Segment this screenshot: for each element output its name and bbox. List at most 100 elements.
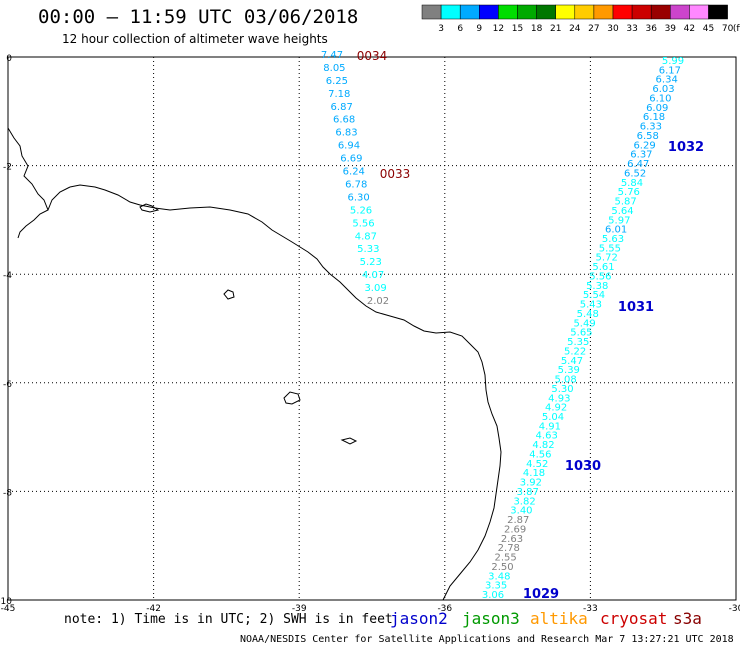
wave-height-label: 6.24 — [343, 167, 365, 178]
wave-height-label: 5.30 — [551, 384, 573, 395]
wave-height-label: 6.25 — [326, 76, 348, 87]
wave-height-label: 4.07 — [362, 270, 384, 281]
legend-swatch — [593, 4, 614, 20]
wave-height-label: 6.33 — [640, 122, 662, 133]
coastline — [69, 184, 502, 601]
legend-label: 45 — [703, 24, 714, 34]
wave-height-label: 5.55 — [599, 243, 621, 254]
wave-height-label: 4.91 — [539, 421, 561, 432]
wave-height-label: 3.06 — [482, 590, 504, 601]
wave-height-label: 5.22 — [564, 346, 586, 357]
island — [340, 437, 358, 445]
legend-label: 6 — [457, 24, 463, 34]
lon-tick-label: -30 — [729, 604, 740, 614]
wave-height-label: 6.03 — [652, 84, 674, 95]
legend-swatch — [631, 4, 652, 20]
wave-height-label: 4.18 — [523, 468, 545, 479]
island — [283, 391, 301, 405]
wave-height-label: 6.94 — [338, 141, 360, 152]
wave-height-label: 2.50 — [491, 562, 513, 573]
wave-height-label: 6.29 — [633, 140, 655, 151]
legend-label: 3 — [438, 24, 444, 34]
wave-height-label: 2.69 — [504, 524, 526, 535]
wave-height-label: 6.58 — [637, 131, 659, 142]
wave-height-label: 3.09 — [364, 283, 386, 294]
lat-tick-label: -4 — [3, 271, 12, 281]
map-frame — [7, 56, 737, 601]
wave-height-label: 3.35 — [485, 581, 507, 592]
wave-height-label: 6.83 — [335, 128, 357, 139]
legend-label: 21 — [550, 24, 561, 34]
wave-height-label: 4.82 — [532, 440, 554, 451]
lat-tick-label: -6 — [3, 380, 12, 390]
wave-height-label: 4.87 — [355, 231, 377, 242]
legend-swatch — [650, 4, 671, 20]
wave-height-label: 6.78 — [345, 179, 367, 190]
legend-label: 36 — [645, 24, 657, 34]
wave-height-label: 3.92 — [520, 478, 542, 489]
wave-height-label: 8.05 — [323, 63, 345, 74]
legend-label: 24 — [569, 24, 581, 34]
wave-height-label: 4.52 — [526, 459, 548, 470]
track-west: 7.47 8.05 6.25 7.18 6.87 6.68 6.83 6.94 6.69 6.24… — [321, 49, 410, 307]
wave-height-label: 5.99 — [662, 56, 684, 67]
wave-height-label: 3.82 — [513, 496, 535, 507]
wave-height-label: 6.87 — [331, 102, 353, 113]
lon-tick-label: -36 — [437, 604, 452, 614]
lat-tick-label: -8 — [3, 488, 12, 498]
wave-height-label: 5.97 — [608, 215, 630, 226]
legend-swatch — [574, 4, 595, 20]
wave-height-label: 5.33 — [357, 244, 379, 255]
legend-swatch — [440, 4, 461, 20]
wave-height-label: 6.34 — [656, 75, 678, 86]
wave-height-label: 5.84 — [621, 178, 643, 189]
legend-swatch — [459, 4, 480, 20]
wave-height-label: 5.65 — [570, 328, 592, 339]
wave-height-label: 5.48 — [577, 309, 599, 320]
wave-height-label: 5.43 — [580, 300, 602, 311]
wave-height-label: 5.39 — [558, 365, 580, 376]
island — [139, 203, 160, 213]
wave-height-label: 5.08 — [554, 375, 576, 386]
wave-height-label: 5.87 — [614, 197, 636, 208]
wave-height-label: 5.64 — [611, 206, 633, 217]
wave-height-label: 5.04 — [542, 412, 564, 423]
wave-height-label: 6.30 — [347, 192, 369, 203]
wave-height-label: 6.10 — [649, 93, 671, 104]
credit-line: NOAA/NESDIS Center for Satellite Applica… — [240, 634, 734, 645]
wave-height-label: 6.68 — [333, 115, 355, 126]
wave-height-label: 4.56 — [529, 449, 551, 460]
track-east: 5.996.176.346.036.106.096.186.336.586.29… — [482, 56, 704, 602]
chart-title: 00:00 – 11:59 UTC 03/06/2018 — [38, 6, 359, 28]
satellite-altika: altika — [530, 609, 588, 628]
lat-tick-label: -10 — [0, 597, 12, 607]
wave-height-label: 3.40 — [510, 506, 532, 517]
wave-height-label: 5.23 — [360, 257, 382, 268]
legend-label: 15 — [512, 24, 523, 34]
pass-time-label: 1030 — [565, 459, 601, 474]
lon-tick-label: -45 — [1, 604, 16, 614]
legend-label: 39 — [665, 24, 677, 34]
pass-time-label: 0034 — [357, 49, 388, 63]
wave-height-label: 5.72 — [596, 253, 618, 264]
pass-time-label: 1032 — [668, 140, 704, 155]
wave-height-label: 4.93 — [548, 393, 570, 404]
wave-height-label: 6.01 — [605, 225, 627, 236]
wave-height-label: 5.56 — [589, 271, 611, 282]
lon-tick-label: -33 — [583, 604, 598, 614]
footnote: note: 1) Time is in UTC; 2) SWH is in fe… — [64, 612, 393, 627]
wave-height-label: 6.37 — [630, 150, 652, 161]
chart-subtitle: 12 hour collection of altimeter wave hei… — [62, 32, 328, 46]
legend-label: 70 — [722, 24, 734, 34]
wave-height-label: 2.55 — [494, 553, 516, 564]
satellite-s3a: s3a — [673, 609, 702, 628]
grid-lines — [8, 57, 736, 600]
wave-height-label: 2.78 — [498, 543, 520, 554]
lon-tick-label: -39 — [292, 604, 307, 614]
legend-swatch — [498, 4, 518, 20]
legend-label: 30 — [607, 24, 619, 34]
wave-height-label: 2.87 — [507, 515, 529, 526]
wave-height-label: 5.61 — [592, 262, 614, 273]
wave-height-label: 7.18 — [328, 89, 350, 100]
